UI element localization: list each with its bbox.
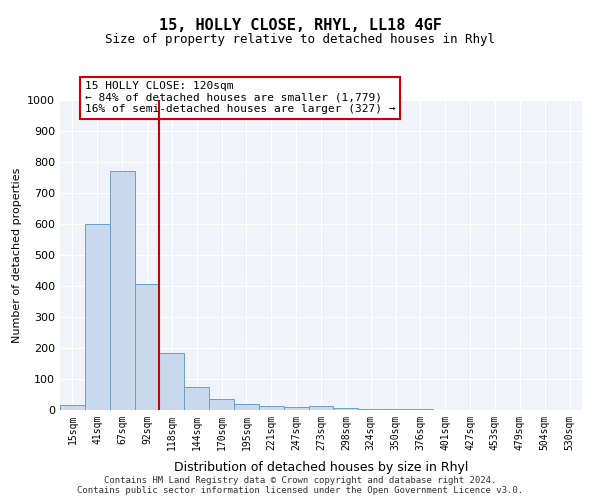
Bar xyxy=(259,406,284,410)
Bar xyxy=(134,284,160,410)
Bar xyxy=(85,224,110,410)
Text: Size of property relative to detached houses in Rhyl: Size of property relative to detached ho… xyxy=(105,32,495,46)
Text: Contains HM Land Registry data © Crown copyright and database right 2024.
Contai: Contains HM Land Registry data © Crown c… xyxy=(77,476,523,495)
X-axis label: Distribution of detached houses by size in Rhyl: Distribution of detached houses by size … xyxy=(174,461,468,474)
Y-axis label: Number of detached properties: Number of detached properties xyxy=(11,168,22,342)
Bar xyxy=(383,409,408,410)
Bar xyxy=(60,406,85,410)
Bar xyxy=(308,406,334,410)
Bar xyxy=(160,352,184,410)
Bar xyxy=(184,387,209,410)
Text: 15 HOLLY CLOSE: 120sqm
← 84% of detached houses are smaller (1,779)
16% of semi-: 15 HOLLY CLOSE: 120sqm ← 84% of detached… xyxy=(85,81,395,114)
Text: 15, HOLLY CLOSE, RHYL, LL18 4GF: 15, HOLLY CLOSE, RHYL, LL18 4GF xyxy=(158,18,442,32)
Bar xyxy=(209,398,234,410)
Bar xyxy=(234,404,259,410)
Bar xyxy=(110,172,134,410)
Bar xyxy=(334,408,358,410)
Bar xyxy=(284,407,308,410)
Bar xyxy=(358,409,383,410)
